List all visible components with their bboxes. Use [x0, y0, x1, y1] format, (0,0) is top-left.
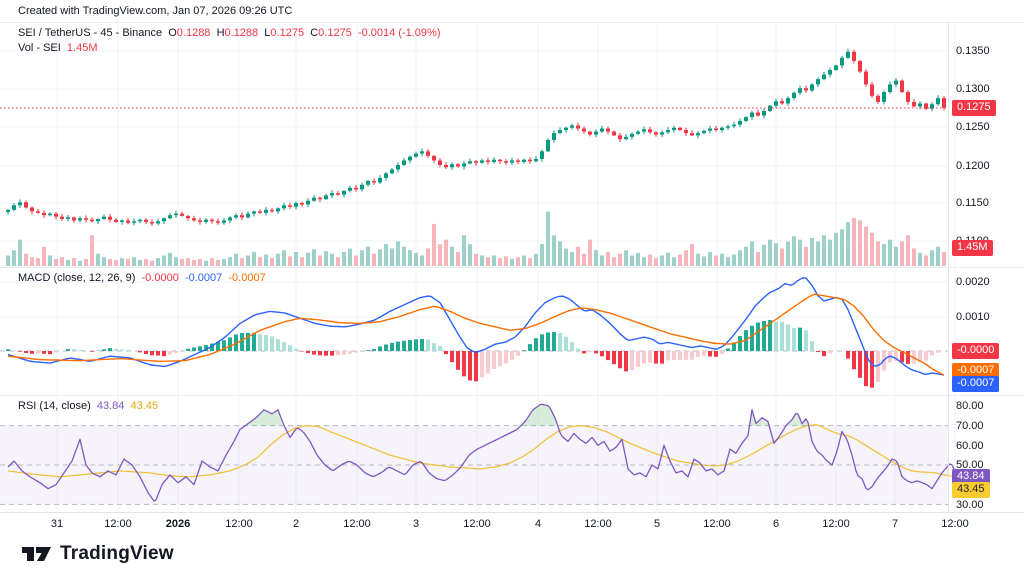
rsi-badge: 43.84	[952, 469, 990, 485]
last-price-badge: 0.1275	[952, 100, 996, 116]
macd-signal-value: -0.0007	[228, 272, 266, 284]
rsi-panel-separator	[0, 395, 1024, 396]
macd-signal-badge: -0.0007	[952, 363, 1000, 379]
time-tick-label: 2026	[165, 518, 191, 530]
logo-row: TradingView	[0, 535, 1024, 572]
price-tick-label: 0.1200	[956, 160, 990, 172]
ohlc-high-value: 0.1288	[224, 27, 259, 39]
macd-hist-badge: -0.0000	[952, 343, 1000, 359]
tradingview-logo-icon[interactable]	[22, 544, 52, 564]
price-tick-label: 0.1150	[956, 197, 989, 209]
price-axis-separator	[948, 22, 949, 512]
ohlc-low-value: 0.1275	[270, 27, 305, 39]
macd-title: MACD (close, 12, 26, 9)	[18, 272, 136, 284]
rsi-tick-label: 50.00	[956, 459, 984, 471]
macd-hist-value: -0.0000	[141, 272, 179, 284]
macd-line-badge: -0.0007	[952, 376, 1000, 392]
ohlc-low-label: L	[264, 27, 271, 39]
ohlc-high-label: H	[216, 27, 225, 39]
volume-label: Vol - SEI	[18, 42, 61, 54]
price-tick-label: 0.1350	[956, 45, 990, 57]
rsi-ma-badge: 43.45	[952, 482, 990, 498]
macd-tick-label: 0.0010	[956, 311, 990, 323]
rsi-tick-label: 30.00	[956, 499, 984, 511]
rsi-ma-value: 43.45	[130, 400, 159, 412]
volume-value: 1.45M	[66, 42, 98, 54]
price-tick-label: 0.1250	[956, 121, 990, 133]
time-tick-label: 3	[412, 518, 420, 530]
time-axis[interactable]: 31 12:00 2026 12:00 2 12:00 3 12:00 4 12:00 5 12:00…	[0, 512, 1024, 535]
ohlc-open-value: 0.1288	[176, 27, 211, 39]
macd-tick-label: 0.0020	[956, 276, 990, 288]
price-tick-label: 0.1300	[956, 83, 990, 95]
rsi-tick-label: 80.00	[956, 400, 984, 412]
time-tick-label: 6	[772, 518, 780, 530]
time-tick-label: 12:00	[463, 518, 491, 530]
credit-line: Created with TradingView.com, Jan 07, 20…	[18, 5, 293, 17]
tradingview-logo-text[interactable]: TradingView	[60, 542, 174, 564]
ohlc-close-value: 0.1275	[318, 27, 352, 39]
time-tick-label: 2	[292, 518, 300, 530]
chart-top-border	[0, 22, 1024, 23]
time-tick-label: 12:00	[225, 518, 253, 530]
time-tick-label: 4	[534, 518, 542, 530]
time-tick-label: 12:00	[584, 518, 612, 530]
time-tick-label: 12:00	[104, 518, 132, 530]
time-tick-label: 5	[653, 518, 661, 530]
symbol-title[interactable]: SEI / TetherUS - 45 - Binance	[18, 27, 163, 39]
rsi-value: 43.84	[96, 400, 125, 412]
change-value: -0.0014 (-1.09%)	[357, 27, 441, 39]
macd-line-value: -0.0007	[184, 272, 223, 284]
rsi-legend[interactable]: RSI (14, close) 43.84 43.45	[18, 400, 158, 412]
ohlc-open-label: O	[168, 27, 177, 39]
time-tick-label: 12:00	[822, 518, 850, 530]
rsi-tick-label: 70.00	[956, 420, 984, 432]
time-tick-label: 12:00	[941, 518, 969, 530]
rsi-tick-label: 60.00	[956, 440, 984, 452]
macd-legend[interactable]: MACD (close, 12, 26, 9) -0.0000 -0.0007 …	[18, 272, 266, 284]
time-tick-label: 12:00	[703, 518, 731, 530]
volume-legend[interactable]: Vol - SEI 1.45M	[18, 42, 98, 54]
time-tick-label: 31	[50, 518, 64, 530]
time-tick-label: 12:00	[343, 518, 371, 530]
ohlc-close-label: C	[310, 27, 319, 39]
time-tick-label: 7	[891, 518, 899, 530]
volume-badge: 1.45M	[952, 240, 993, 256]
macd-panel-separator	[0, 267, 1024, 268]
symbol-legend[interactable]: SEI / TetherUS - 45 - Binance O0.1288 H0…	[18, 27, 440, 39]
rsi-title: RSI (14, close)	[18, 400, 91, 412]
